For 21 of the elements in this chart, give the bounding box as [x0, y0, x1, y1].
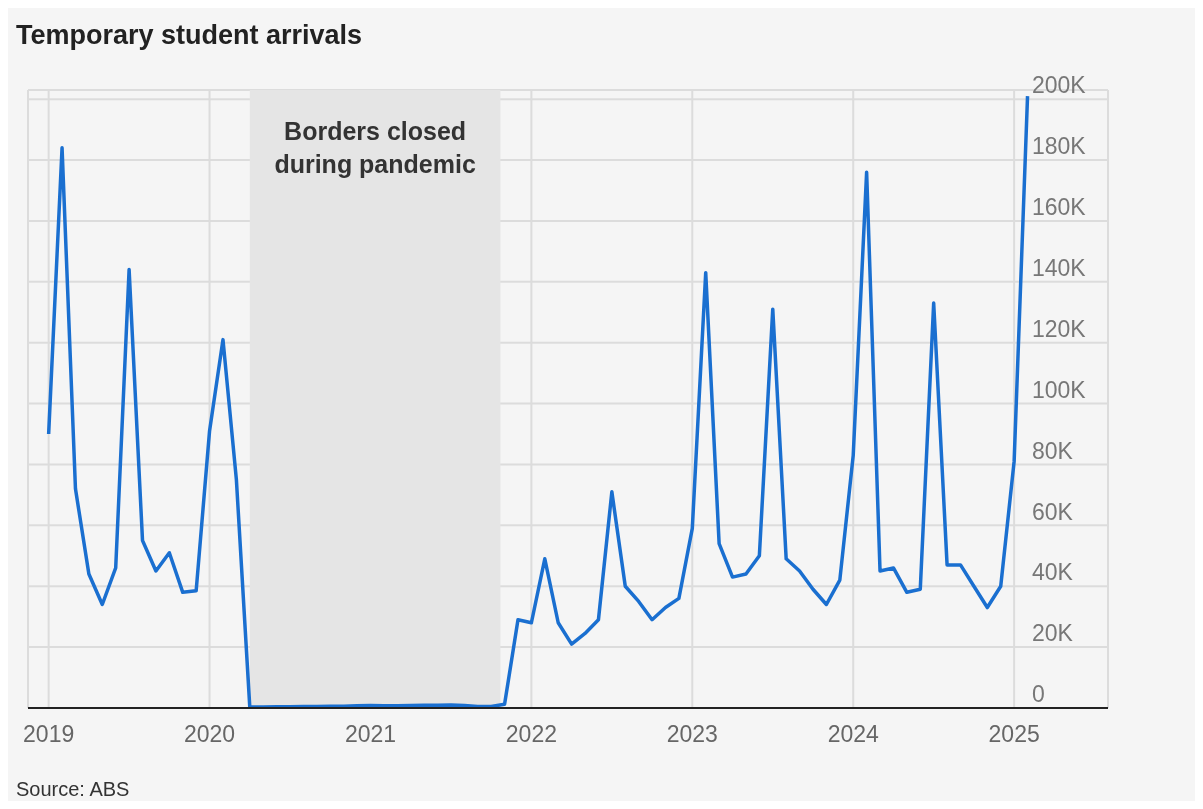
y-tick-label: 180K: [1032, 133, 1087, 160]
x-tick-label: 2022: [505, 721, 557, 748]
x-tick-label: 2019: [23, 721, 75, 748]
y-tick-label: 140K: [1032, 254, 1087, 281]
x-tick-label: 2021: [344, 721, 397, 748]
x-tick-label: 2025: [988, 721, 1040, 748]
chart-title: Temporary student arrivals: [16, 20, 363, 51]
y-tick-label: 60K: [1032, 498, 1074, 525]
band-label: Borders closed during pandemic: [274, 117, 476, 178]
y-tick-label: 160K: [1032, 194, 1087, 221]
x-tick-label: 2023: [666, 721, 718, 748]
y-tick-label: 40K: [1032, 559, 1074, 586]
y-tick-label: 100K: [1032, 376, 1087, 403]
y-tick-label: 120K: [1032, 315, 1087, 342]
y-tick-label: 20K: [1032, 620, 1074, 647]
y-tick-label: 200K: [1032, 72, 1087, 99]
x-tick-label: 2020: [183, 721, 236, 748]
source-note: Source: ABS: [16, 778, 130, 801]
x-tick-label: 2024: [827, 721, 880, 748]
y-tick-label: 0: [1032, 681, 1045, 708]
y-tick-label: 80K: [1032, 437, 1074, 464]
